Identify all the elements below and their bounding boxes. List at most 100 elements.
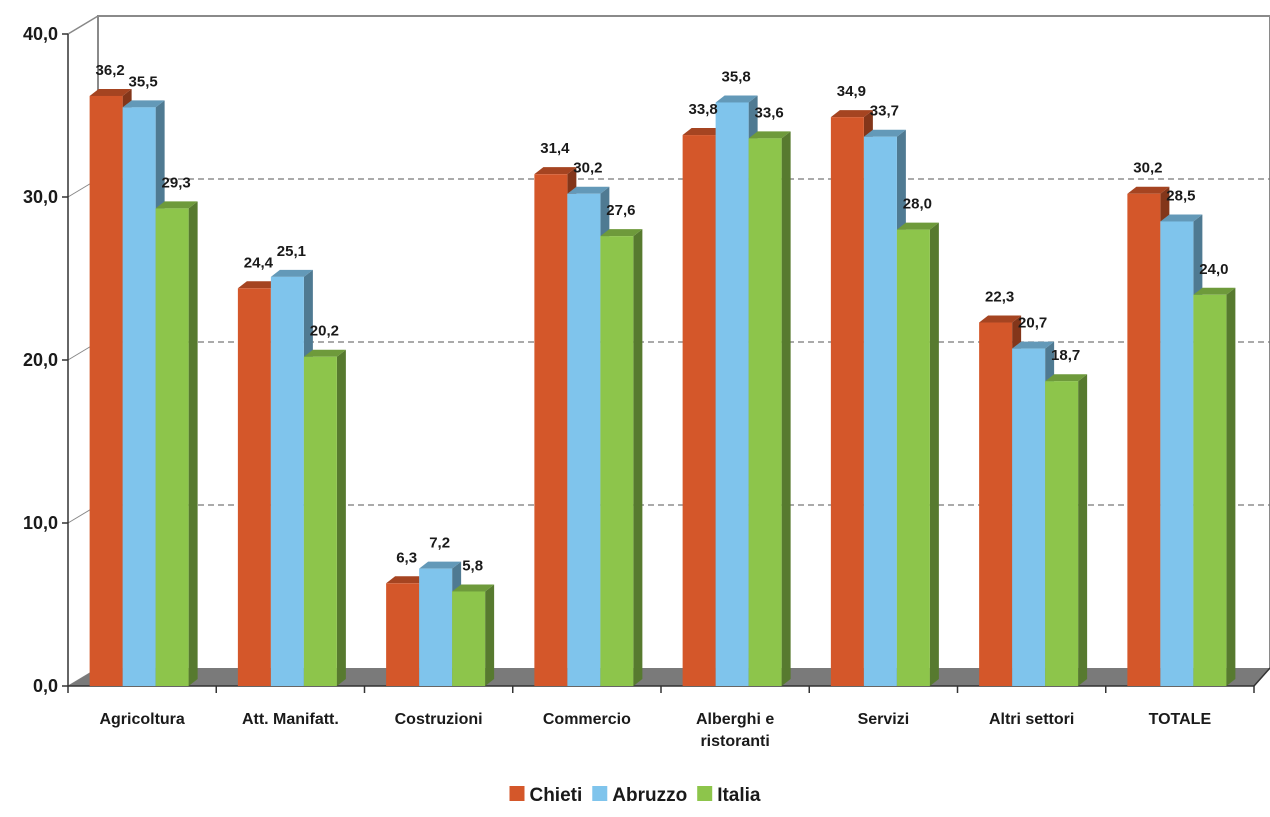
bar-side [336, 349, 346, 686]
data-label: 33,7 [870, 103, 899, 120]
data-label: 29,3 [162, 174, 191, 191]
bar-top [567, 186, 610, 194]
bar-side [188, 201, 198, 686]
x-axis-end [1253, 667, 1270, 687]
x-tick-label: Alberghi e [696, 711, 774, 728]
y-tick-label: 40,0 [23, 24, 58, 44]
legend-label-italia: Italia [717, 785, 761, 806]
floor [68, 668, 1270, 686]
bar-chieti [237, 288, 271, 686]
bar-top [303, 349, 346, 357]
legend-label-chieti: Chieti [529, 785, 582, 806]
bar-italia [1045, 381, 1079, 686]
bar-top [863, 129, 906, 137]
bar-italia [1193, 294, 1227, 686]
bar-top [682, 128, 725, 136]
bar-top [452, 584, 495, 592]
bar-top [979, 315, 1022, 323]
bar-abruzzo [715, 102, 749, 686]
bar-top [896, 222, 939, 230]
bar-top [534, 167, 577, 175]
legend-swatch-chieti [509, 786, 525, 801]
data-label: 24,4 [244, 254, 274, 271]
y-tick-label: 10,0 [23, 513, 58, 533]
bar-top [237, 281, 280, 289]
data-label: 33,6 [755, 104, 784, 121]
bar-abruzzo [419, 568, 453, 686]
bar-top [122, 100, 165, 108]
data-label: 30,2 [573, 160, 602, 177]
bar-side [1078, 374, 1088, 686]
bar-top [1160, 214, 1203, 222]
bar-top [386, 576, 429, 584]
bar-side [633, 229, 643, 686]
bar-italia [896, 229, 930, 686]
y-tick-label: 20,0 [23, 350, 58, 370]
bar-abruzzo [863, 136, 897, 686]
gridline-connector [67, 15, 99, 35]
data-label: 28,5 [1166, 187, 1195, 204]
bar-side [485, 584, 495, 686]
legend-swatch-italia [697, 786, 713, 801]
bar-italia [452, 591, 486, 686]
x-tick-label: Agricoltura [99, 711, 184, 728]
bar-abruzzo [1160, 221, 1194, 686]
bar-top [1012, 341, 1055, 349]
x-tick-label: Commercio [543, 711, 631, 728]
bar-top [830, 110, 873, 118]
x-tick-label: Att. Manifatt. [242, 711, 339, 728]
bar-chieti [830, 117, 864, 686]
data-label: 22,3 [985, 289, 1014, 306]
bar-top [155, 201, 198, 209]
data-label: 24,0 [1199, 261, 1228, 278]
bar-top [1127, 186, 1170, 194]
bar-italia [748, 138, 782, 686]
bar-chieti [386, 583, 420, 686]
data-label: 31,4 [540, 140, 570, 157]
bar-side [1226, 287, 1236, 686]
bar-abruzzo [270, 276, 304, 686]
data-label: 34,9 [837, 83, 866, 100]
bar-chieti [534, 174, 568, 686]
x-tick-label: ristoranti [700, 733, 769, 750]
bar-top [419, 561, 462, 569]
data-label: 30,2 [1133, 160, 1162, 177]
data-label: 36,2 [96, 62, 125, 79]
bar-top [715, 95, 758, 103]
bar-top [89, 88, 132, 96]
data-label: 27,6 [606, 202, 635, 219]
x-tick-label: TOTALE [1149, 711, 1212, 728]
legend-swatch-abruzzo [592, 786, 608, 801]
data-label: 25,1 [277, 243, 306, 260]
bar-chieti [682, 135, 716, 686]
bar-top [1193, 287, 1236, 295]
data-label: 5,8 [462, 557, 483, 574]
bar-top [270, 269, 313, 277]
bar-chieti [979, 322, 1013, 686]
y-tick-label: 30,0 [23, 187, 58, 207]
bar-top [600, 229, 643, 237]
data-label: 20,7 [1018, 315, 1047, 332]
data-label: 7,2 [429, 535, 450, 552]
data-label: 18,7 [1051, 347, 1080, 364]
bar-italia [600, 236, 634, 686]
x-tick-label: Costruzioni [395, 711, 483, 728]
bar-side [929, 222, 939, 686]
bar-abruzzo [122, 107, 156, 687]
bar-side [781, 131, 791, 686]
bar-abruzzo [1012, 348, 1046, 686]
bar-italia [303, 356, 337, 686]
data-label: 33,8 [689, 101, 718, 118]
data-label: 6,3 [396, 549, 417, 566]
bar-abruzzo [567, 193, 601, 687]
bar-chieti [1127, 193, 1161, 687]
bar-italia [155, 208, 189, 686]
data-label: 35,5 [129, 73, 158, 90]
data-label: 20,2 [310, 323, 339, 340]
bar-top [748, 131, 791, 139]
bar-top [1045, 374, 1088, 382]
x-tick-label: Altri settori [989, 711, 1074, 728]
x-tick-label: Servizi [858, 711, 910, 728]
y-tick-label: 0,0 [33, 676, 58, 696]
data-label: 28,0 [903, 196, 932, 213]
